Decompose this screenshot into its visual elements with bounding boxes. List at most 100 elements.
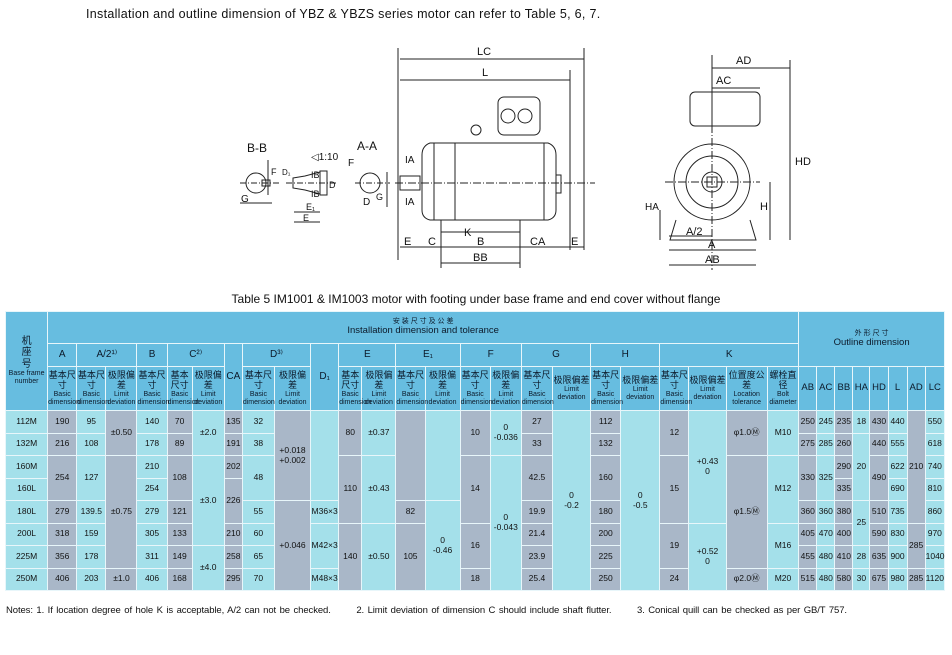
table-cell: 12 xyxy=(659,410,690,456)
table-cell: 135 xyxy=(223,410,243,434)
table-caption: Table 5 IM1001 & IM1003 motor with footi… xyxy=(231,292,721,306)
header-basic: 基本尺寸 Basic dimension xyxy=(659,366,692,411)
table-cell xyxy=(424,410,461,501)
table-row: 132M 216 108 178 89 191 38 33 132 275 285 260 20 440 5… xyxy=(4,432,946,501)
table-cell: 550 xyxy=(924,410,946,434)
frame-cell: 132M xyxy=(4,432,49,456)
table-cell: 89 xyxy=(166,432,193,456)
header-limit: 极限偏差 Limit deviation xyxy=(424,366,461,411)
motor-outline-drawing: B-B F G ◁1:10 IB IB D₁ D E₁ E A-A F D G … xyxy=(240,46,811,270)
table-cell: 970 xyxy=(924,522,946,546)
table-cell: 82 xyxy=(395,500,426,524)
table-cell: 38 xyxy=(241,432,275,456)
table-cell: 180 xyxy=(590,500,622,524)
table-cell: 48 xyxy=(241,455,275,501)
header-group-d: D³⁾ xyxy=(241,343,312,367)
header-basic: 基本尺寸 Basic dimension xyxy=(76,366,109,411)
table-cell: 480 xyxy=(816,567,836,591)
table-cell: 16 xyxy=(459,522,491,569)
table-row: 250M 406 203 ±1.0 406 168 295 70 M48×3 18 25.4 250 2… xyxy=(4,567,946,591)
table-cell: 0 -0.036 xyxy=(489,410,522,456)
table-cell: 140 xyxy=(136,410,168,434)
table-cell: 0 -0.2 xyxy=(551,410,592,591)
table-cell: 325 xyxy=(816,455,836,501)
table-cell: ±4.0 xyxy=(191,545,225,591)
table-cell: 1120 xyxy=(924,567,946,591)
table-cell: 20 xyxy=(852,432,871,501)
svg-text:E: E xyxy=(571,236,578,248)
frame-cell: 250M xyxy=(4,567,49,591)
table-cell: +0.018 +0.002 xyxy=(273,410,312,501)
table-cell: 191 xyxy=(223,432,243,456)
table-cell: 675 xyxy=(869,567,889,591)
svg-text:AC: AC xyxy=(716,75,731,87)
table-cell: 254 xyxy=(47,455,78,501)
note-2: 2. Limit deviation of dimension C should… xyxy=(356,605,612,616)
header-group-e: E xyxy=(338,343,397,367)
frame-cell: 180L xyxy=(4,500,49,524)
table-row: 160L 254 226 335 690 810 xyxy=(4,477,946,524)
table-cell: 149 xyxy=(166,545,193,569)
table-cell: 202 xyxy=(223,455,243,479)
svg-text:G: G xyxy=(241,194,249,205)
header-d1: D₁ xyxy=(310,343,340,411)
table-cell: 226 xyxy=(223,477,243,524)
header-basic: 基本尺寸 Basic dimension xyxy=(166,366,200,411)
svg-text:IA: IA xyxy=(405,197,415,208)
note-1: Notes: 1. If location degree of hole K i… xyxy=(6,605,331,616)
table-cell: 260 xyxy=(834,432,854,456)
table-cell: 168 xyxy=(166,567,193,591)
table-cell: 830 xyxy=(887,522,908,546)
svg-text:IA: IA xyxy=(405,155,415,166)
header-basic: 基本尺寸 Basic dimension xyxy=(47,366,80,411)
table-cell: 285 xyxy=(816,432,836,456)
table-cell: 65 xyxy=(241,545,275,569)
header-basic: 基本尺寸 Basic dimension xyxy=(395,366,428,411)
table-cell: 0 -0.5 xyxy=(620,410,661,591)
table-cell: 290 xyxy=(834,455,854,479)
table-cell: ±0.43 xyxy=(361,455,397,524)
table-cell: 590 xyxy=(869,522,889,546)
table-cell: 210 xyxy=(906,410,926,524)
table-cell: ±0.50 xyxy=(105,410,138,456)
table-cell: 25.4 xyxy=(520,567,553,591)
intro-text: Installation and outline dimension of YB… xyxy=(86,7,601,21)
frame-cell: 225M xyxy=(4,545,49,569)
table-cell: 32 xyxy=(241,410,275,434)
svg-text:A/2: A/2 xyxy=(686,226,703,238)
svg-text:D: D xyxy=(363,197,370,208)
table-cell: 21.4 xyxy=(520,522,553,546)
header-outline-lc: LC xyxy=(924,366,946,411)
table-cell: 23.9 xyxy=(520,545,553,569)
table-cell: ±2.0 xyxy=(191,410,225,456)
table-cell: 330 xyxy=(798,455,818,501)
header-limit: 极限偏差 Limit deviation xyxy=(620,366,661,411)
header-basic: 基本尺寸 Basic dimension xyxy=(590,366,623,411)
header-group-f: F xyxy=(459,343,522,367)
table-cell: 216 xyxy=(47,432,78,456)
table-cell: +0.52 0 xyxy=(688,522,727,591)
frame-cell: 112M xyxy=(4,410,49,434)
table-cell: 440 xyxy=(869,432,889,456)
svg-text:G: G xyxy=(376,192,383,202)
table-cell: 28 xyxy=(852,545,871,569)
header-limit: 极限偏差 Limit deviation xyxy=(489,366,522,411)
table-cell: 15 xyxy=(659,455,690,524)
table-cell: 200 xyxy=(590,522,622,546)
motor-front-view xyxy=(395,48,595,268)
table-cell: 980 xyxy=(887,567,908,591)
header-limit: 极限偏差 Limit deviation xyxy=(273,366,312,411)
table-cell: ±1.0 xyxy=(105,567,138,591)
table-row: 225M 356 178 311 149 ±4.0 258 65 23.9 225 455 480 41… xyxy=(4,545,946,591)
table-cell: 400 xyxy=(834,522,854,546)
table-row: 112M 190 95 ±0.50 140 70 ±2.0 135 32 +0.018 +0.00… xyxy=(4,410,946,591)
svg-text:E: E xyxy=(303,213,309,223)
svg-text:LC: LC xyxy=(477,46,491,58)
table-cell: 406 xyxy=(47,567,78,591)
table-row: 160M 254 127 ±0.75 210 108 ±3.0 202 48 110 ±0.43 14… xyxy=(4,455,946,591)
table-cell: 410 xyxy=(834,545,854,569)
table-cell: 112 xyxy=(590,410,622,434)
header-outline-ha: HA xyxy=(852,366,871,411)
table-cell: 140 xyxy=(338,522,363,591)
table-cell: 178 xyxy=(76,545,107,569)
